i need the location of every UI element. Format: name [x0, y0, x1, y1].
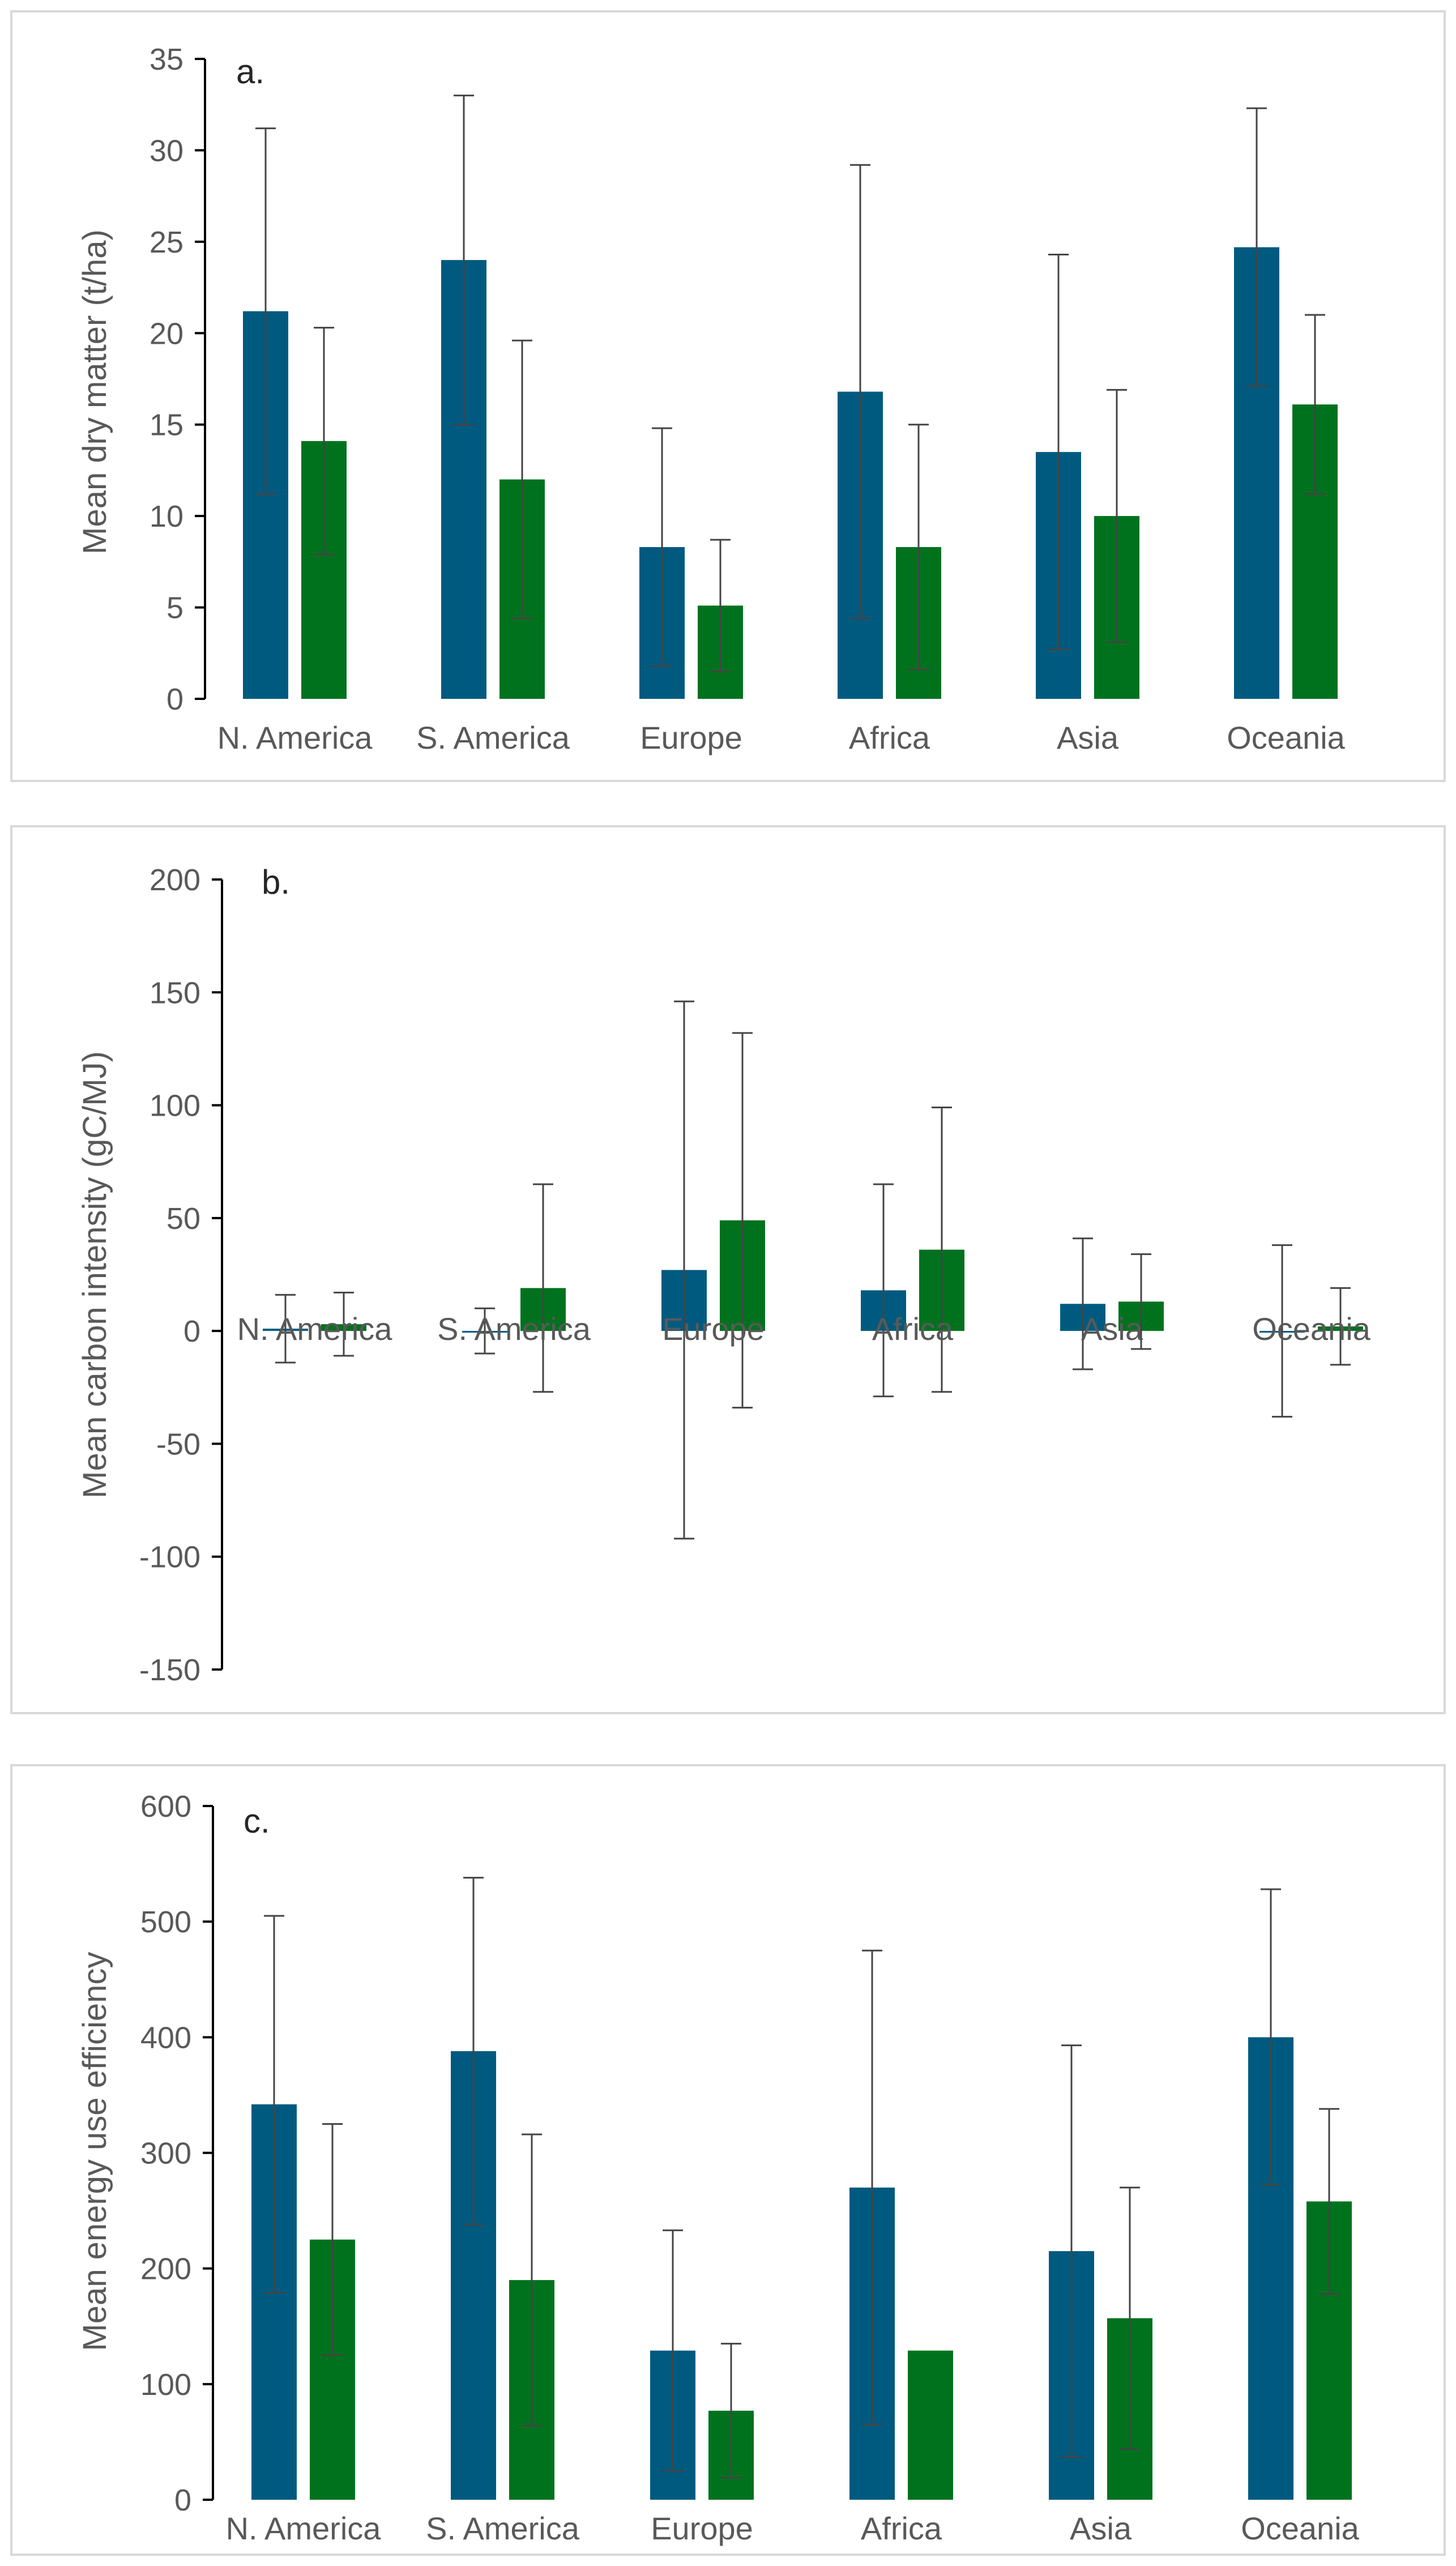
chart-c: Mean energy use efficiency c. 0 100 200 300… [76, 1790, 1360, 2546]
panel-label: c. [244, 1802, 270, 1840]
y-tick-label: 600 [140, 1790, 191, 1824]
x-category-label: Europe [651, 2511, 753, 2546]
panel-label: a. [236, 53, 264, 91]
chart-b: Mean carbon intensity (gC/MJ) b. -150 -10… [76, 863, 1371, 1687]
y-axis-label: Mean dry matter (t/ha) [76, 229, 113, 554]
x-category-label: Asia [1057, 720, 1119, 755]
x-category-label: S. America [437, 1311, 591, 1347]
y-tick-label: 30 [150, 134, 183, 168]
x-category-label: Africa [849, 720, 930, 755]
y-tick-label: 20 [150, 317, 183, 351]
y-tick-label: 200 [140, 2252, 191, 2286]
y-axis-label: Mean carbon intensity (gC/MJ) [76, 1051, 113, 1498]
y-tick-label: 150 [150, 976, 200, 1010]
x-category-label: Europe [662, 1311, 765, 1347]
x-category-label: S. America [416, 720, 570, 755]
y-tick-label: 35 [150, 42, 183, 76]
panel-label: b. [262, 863, 290, 901]
x-category-label: S. America [426, 2511, 580, 2546]
x-category-label: Asia [1081, 1311, 1143, 1347]
x-category-label: Oceania [1241, 2511, 1359, 2546]
y-tick-label: 400 [140, 2021, 191, 2055]
y-tick-label: 50 [166, 1202, 200, 1236]
y-tick-label: 0 [183, 1314, 200, 1348]
x-category-label: Oceania [1252, 1311, 1370, 1347]
y-tick-label: 100 [140, 2368, 191, 2402]
y-axis-label: Mean energy use efficiency [76, 1952, 113, 2351]
x-category-label: Oceania [1227, 720, 1345, 755]
y-tick-label: 5 [166, 591, 183, 625]
bar-series2 [908, 2350, 953, 2500]
y-tick-label: 25 [150, 225, 183, 259]
y-tick-label: 500 [140, 1905, 191, 1939]
x-category-label: N. America [226, 2511, 382, 2546]
y-tick-label: 10 [150, 499, 183, 533]
chart-panel-c: Mean energy use efficiency c. 0 100 200 300… [10, 1764, 1446, 2556]
y-tick-label: -150 [139, 1653, 200, 1687]
y-tick-label: 300 [140, 2137, 191, 2171]
x-category-label: Europe [640, 720, 742, 755]
x-category-label: N. America [217, 720, 373, 755]
y-tick-label: -100 [139, 1540, 200, 1574]
y-tick-label: 0 [174, 2483, 191, 2517]
y-tick-label: 15 [150, 408, 183, 442]
y-tick-label: -50 [156, 1427, 200, 1461]
x-category-label: Africa [872, 1311, 954, 1347]
y-tick-label: 100 [150, 1089, 200, 1123]
chart-panel-b: Mean carbon intensity (gC/MJ) b. -150 -10… [10, 825, 1446, 1714]
y-tick-label: 200 [150, 863, 200, 897]
x-category-label: Asia [1070, 2511, 1132, 2546]
y-tick-label: 0 [166, 682, 183, 716]
x-category-label: N. America [237, 1311, 393, 1347]
chart-a: Mean dry matter (t/ha) a. 0 5 10 15 20 25 30 35… [76, 42, 1346, 755]
chart-panel-a: Mean dry matter (t/ha) a. 0 5 10 15 20 25 30 35… [10, 10, 1446, 782]
x-category-label: Africa [861, 2511, 942, 2546]
